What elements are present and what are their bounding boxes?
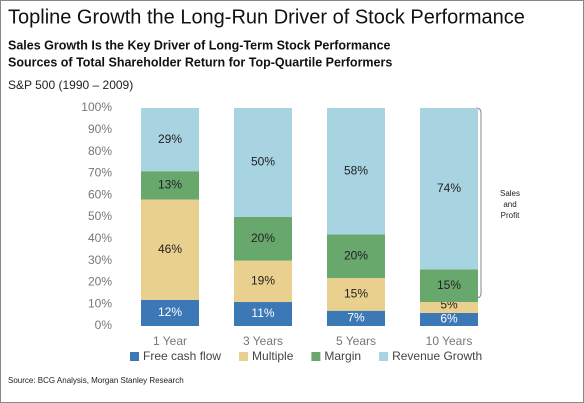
value-label: 15% (437, 278, 461, 292)
value-label: 58% (344, 163, 368, 177)
value-label: 6% (440, 312, 458, 326)
legend-swatch (130, 352, 139, 361)
bar-segment (141, 108, 199, 172)
y-tick-label: 30% (88, 253, 112, 267)
bar-segment (141, 199, 199, 300)
bar-segment (234, 302, 292, 326)
bar-segment (420, 108, 478, 270)
value-label: 29% (158, 132, 182, 146)
legend-label: Margin (324, 349, 361, 363)
subtitle: Sources of Total Shareholder Return for … (8, 55, 392, 69)
y-tick-label: 100% (81, 100, 112, 114)
value-label: 13% (158, 178, 182, 192)
y-tick-label: 0% (95, 318, 113, 332)
bar-segment (141, 171, 199, 200)
y-tick-label: 60% (88, 187, 112, 201)
bracket (475, 107, 482, 299)
legend-swatch (379, 352, 389, 361)
value-label: 20% (251, 231, 275, 245)
bar-segment (327, 278, 385, 311)
y-tick-label: 70% (88, 166, 112, 180)
source: Source: BCG Analysis, Morgan Stanley Res… (8, 376, 184, 385)
value-label: 19% (251, 273, 275, 287)
bar-segment (327, 234, 385, 279)
value-label: 46% (158, 242, 182, 256)
x-tick-label: 1 Year (153, 334, 187, 348)
legend-swatch (239, 352, 249, 361)
legend-swatch (311, 352, 321, 361)
bar-segment (420, 269, 478, 303)
bar-segment (420, 312, 478, 326)
bar-segment (234, 217, 292, 261)
y-tick-label: 20% (88, 275, 112, 289)
value-label: 15% (344, 287, 368, 301)
annotation: and (503, 200, 516, 209)
legend-label: Free cash flow (143, 349, 221, 363)
value-label: 74% (437, 181, 461, 195)
annotation: Profit (501, 211, 520, 220)
value-label: 12% (158, 305, 182, 319)
x-tick-label: 3 Years (243, 334, 283, 348)
bar-segment (420, 302, 478, 313)
y-tick-label: 40% (88, 231, 112, 245)
y-tick-label: 80% (88, 144, 112, 158)
y-tick-label: 90% (88, 122, 112, 136)
bar-segment (141, 299, 199, 326)
chart-title: Topline Growth the Long-Run Driver of St… (8, 6, 525, 28)
y-tick-label: 10% (88, 296, 112, 310)
subtitle: Sales Growth Is the Key Driver of Long-T… (8, 38, 391, 52)
bar-segment (234, 260, 292, 303)
value-label: 7% (347, 311, 365, 325)
note: S&P 500 (1990 – 2009) (8, 78, 133, 92)
bar-segment (327, 108, 385, 235)
value-label: 11% (251, 306, 274, 320)
legend-label: Revenue Growth (392, 349, 482, 363)
legend-label: Multiple (252, 349, 294, 363)
value-label: 50% (251, 155, 275, 169)
x-tick-label: 10 Years (426, 334, 473, 348)
value-label: 20% (344, 248, 368, 262)
bar-segment (234, 108, 292, 217)
y-tick-label: 50% (88, 209, 112, 223)
x-tick-label: 5 Years (336, 334, 376, 348)
bar-segment (327, 310, 385, 326)
annotation: Sales (500, 189, 520, 198)
